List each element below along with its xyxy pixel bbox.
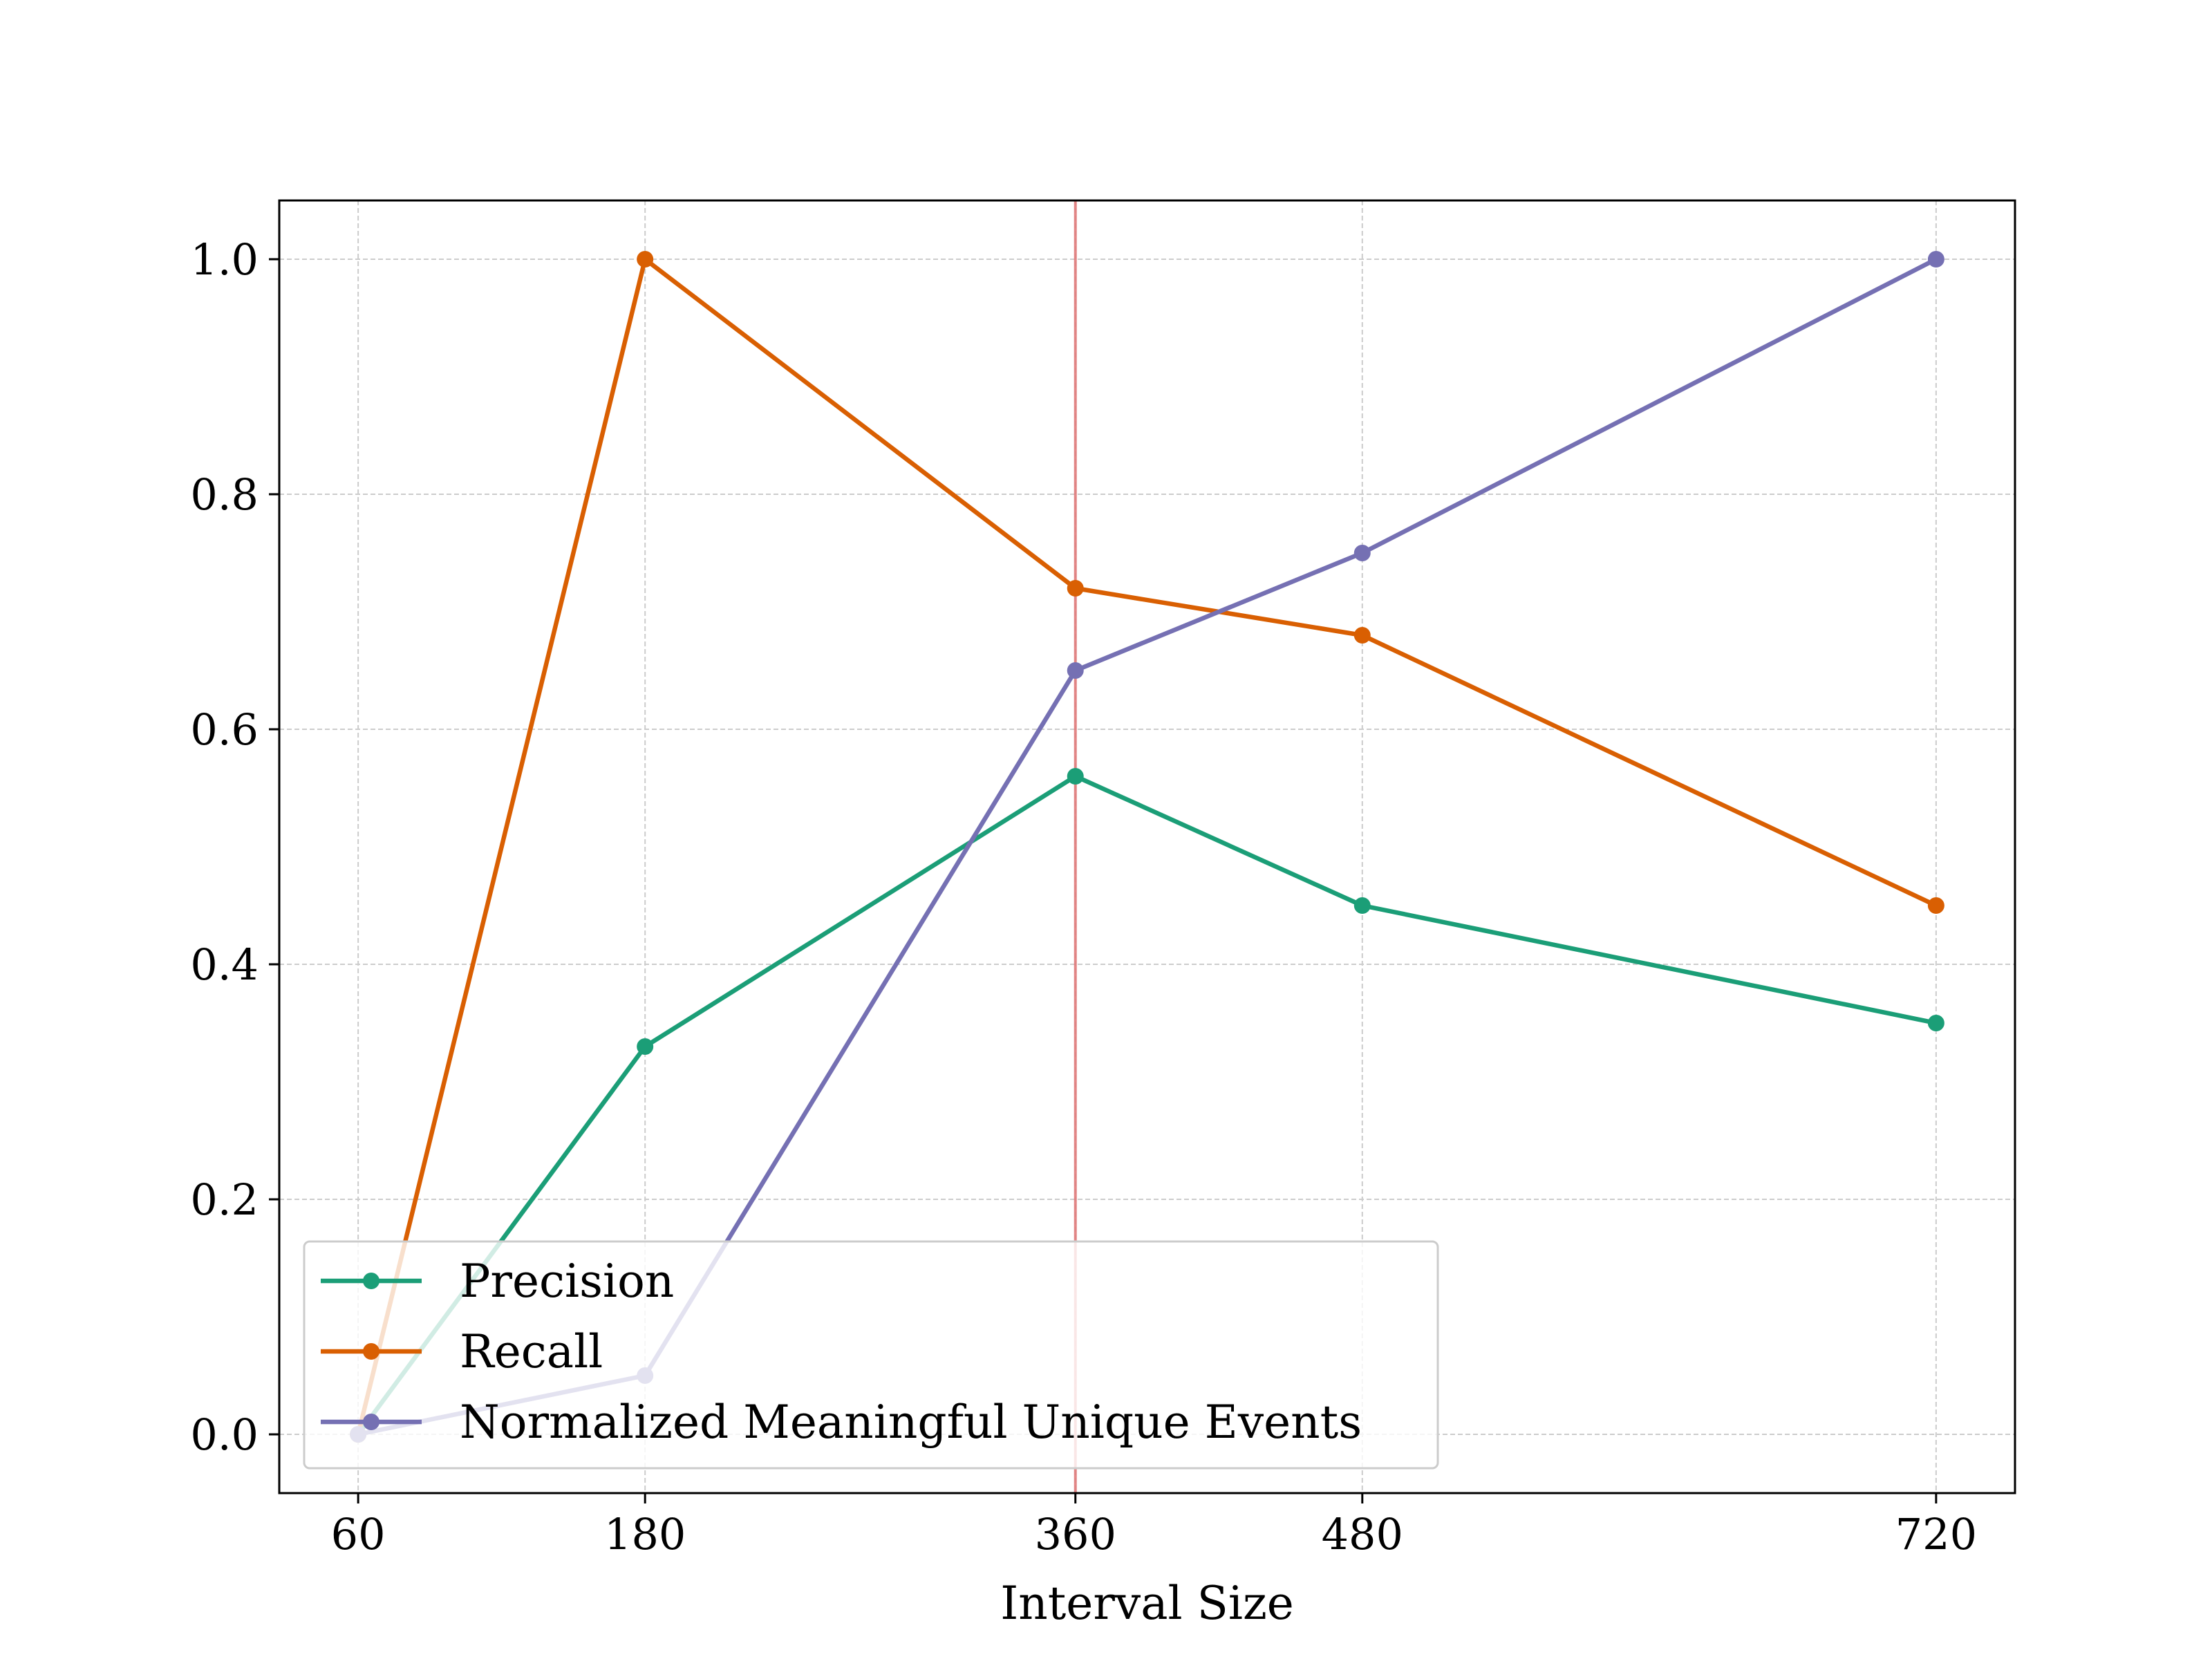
legend-box <box>303 1240 1439 1470</box>
series-precision <box>350 768 1944 1443</box>
legend-item: Precision <box>321 1255 674 1308</box>
x-tick-label: 360 <box>1035 1509 1116 1559</box>
legend: Precision Recall Normalized Meaningful Uni… <box>303 1240 1439 1470</box>
x-tick-label: 60 <box>331 1509 386 1559</box>
y-axis-ticks: 0.0 0.2 0.4 0.6 0.8 1.0 <box>190 234 279 1460</box>
legend-item: Recall <box>321 1325 603 1378</box>
y-tick-label: 0.8 <box>190 469 259 520</box>
data-point <box>1927 897 1944 914</box>
data-point <box>637 1038 654 1055</box>
y-tick-label: 0.6 <box>190 704 259 755</box>
data-point <box>1067 580 1084 597</box>
legend-swatch-marker <box>363 1414 379 1430</box>
data-point <box>1353 627 1371 644</box>
y-tick-label: 0.0 <box>190 1409 259 1460</box>
data-point <box>1927 251 1944 268</box>
x-tick-label: 480 <box>1322 1509 1403 1559</box>
legend-label: Precision <box>460 1255 674 1308</box>
x-tick-label: 180 <box>604 1509 686 1559</box>
legend-label: Recall <box>460 1325 603 1378</box>
plot-frame <box>278 199 2016 1494</box>
y-tick-label: 0.2 <box>190 1174 259 1225</box>
data-point <box>1353 897 1371 914</box>
legend-label: Normalized Meaningful Unique Events <box>460 1396 1362 1449</box>
data-point <box>1067 768 1084 785</box>
y-tick-label: 0.4 <box>190 939 259 990</box>
data-point <box>637 251 654 268</box>
data-point <box>1927 1015 1944 1031</box>
data-point <box>1067 662 1084 679</box>
x-axis-ticks: 60 180 360 480 720 <box>331 1493 1977 1559</box>
legend-swatch-marker <box>363 1273 379 1289</box>
y-tick-label: 1.0 <box>190 234 259 285</box>
x-axis-label: Interval Size <box>1000 1577 1294 1630</box>
x-tick-label: 720 <box>1895 1509 1977 1559</box>
data-point <box>1353 545 1371 561</box>
legend-item: Normalized Meaningful Unique Events <box>321 1396 1362 1449</box>
legend-swatch-marker <box>363 1343 379 1360</box>
